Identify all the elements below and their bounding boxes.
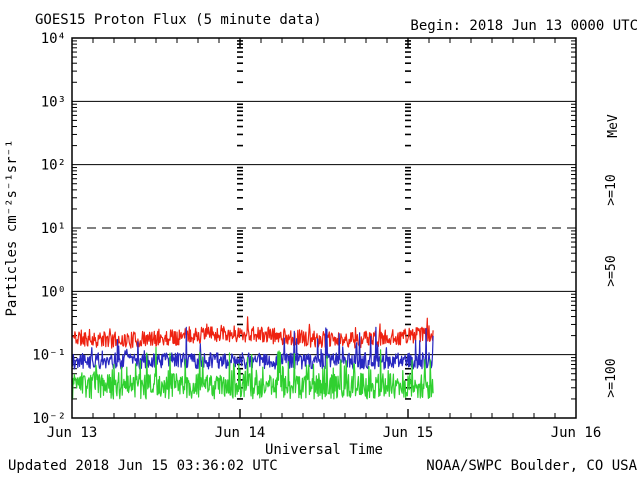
y-axis-label: Particles cm⁻²s⁻¹sr⁻¹ — [4, 139, 20, 316]
updated-timestamp: Updated 2018 Jun 15 03:36:02 UTC — [8, 458, 278, 474]
legend-label-10: >=10 — [604, 174, 619, 205]
legend-label-100: >=100 — [604, 358, 619, 397]
y-tick-label: 10¹ — [41, 221, 66, 237]
series-trace-50 — [71, 326, 434, 370]
right-axis-unit-label: MeV — [606, 114, 621, 138]
y-tick-label: 10³ — [41, 94, 66, 110]
chart-title: GOES15 Proton Flux (5 minute data) — [35, 12, 322, 28]
y-tick-label: 10⁻¹ — [32, 348, 66, 364]
x-axis-label: Universal Time — [265, 442, 383, 458]
plot-border — [71, 37, 577, 419]
legend-label-50: >=50 — [604, 255, 619, 286]
series-trace-100 — [71, 346, 434, 400]
source-credit: NOAA/SWPC Boulder, CO USA — [426, 458, 637, 474]
x-tick-label: Jun 14 — [215, 425, 266, 441]
x-tick-label: Jun 13 — [47, 425, 98, 441]
begin-timestamp: Begin: 2018 Jun 13 0000 UTC — [410, 18, 638, 34]
y-tick-label: 10⁴ — [41, 31, 66, 47]
x-tick-label: Jun 15 — [383, 425, 434, 441]
y-tick-label: 10⁰ — [41, 284, 66, 300]
plot-area: Jun 13 Jun 14 Jun 15 Jun 16 10⁴ 10³ 10² 10¹ 10⁰ 1… — [32, 31, 619, 441]
y-tick-label: 10⁻² — [32, 411, 66, 427]
y-tick-label: 10² — [41, 158, 66, 174]
series-trace-10 — [71, 316, 434, 349]
x-tick-label: Jun 16 — [551, 425, 602, 441]
